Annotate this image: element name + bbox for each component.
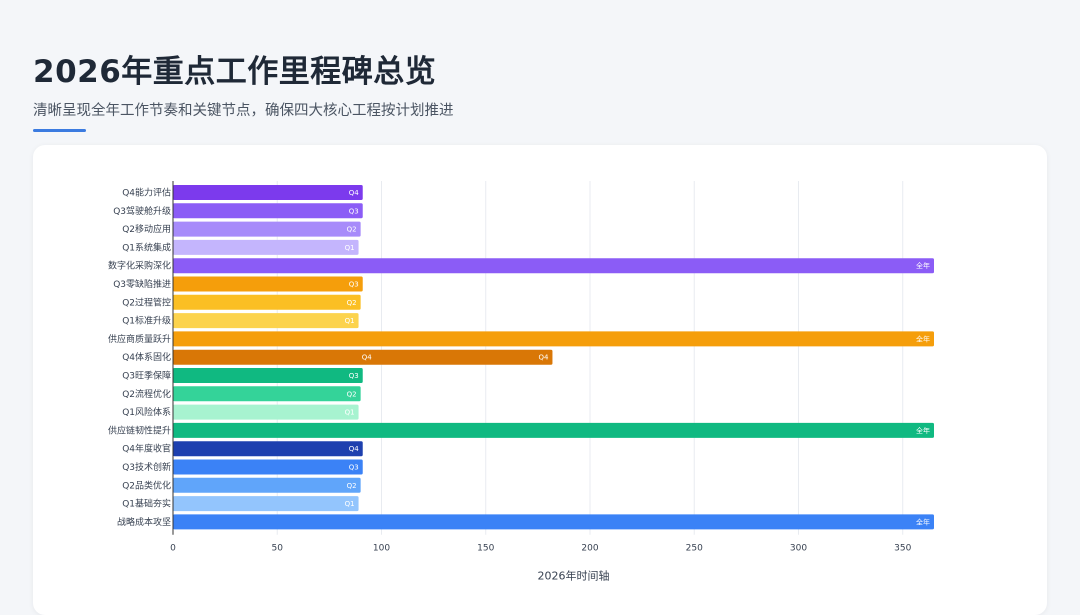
chart-card: Q4 Q3 Q2 Q1 全年 Q3 Q2 Q1 全年 Q4 Q4 Q3 Q2 Q1 全年 Q4 Q3 Q2 Q1 全年… (33, 145, 1047, 615)
bar[interactable] (173, 386, 361, 402)
category-label: Q1基础夯实 (122, 498, 171, 510)
category-label: Q2流程优化 (122, 388, 171, 400)
bar-value-label: Q2 (347, 482, 357, 490)
bar[interactable] (173, 422, 934, 438)
bar[interactable] (173, 294, 361, 310)
bar[interactable] (173, 276, 363, 292)
title-accent-bar (33, 129, 86, 132)
bar[interactable] (173, 514, 934, 530)
category-label: Q3驾驶舱升级 (113, 205, 171, 217)
bar-inner-label: Q4 (362, 354, 373, 362)
bar[interactable] (173, 203, 363, 219)
bar-value-label: Q4 (538, 354, 549, 362)
bar[interactable] (173, 368, 363, 383)
x-tick-label: 50 (272, 544, 284, 554)
category-label: Q2过程管控 (122, 296, 171, 308)
bar-value-label: Q4 (349, 445, 360, 453)
x-tick-label: 150 (477, 544, 494, 554)
milestone-bar-chart: Q4 Q3 Q2 Q1 全年 Q3 Q2 Q1 全年 Q4 Q4 Q3 Q2 Q1 全年 Q4 Q3 Q2 Q1 全年… (108, 181, 934, 583)
category-label: Q3零缺陷推进 (113, 278, 171, 290)
bar[interactable] (173, 185, 363, 200)
bar[interactable] (173, 441, 363, 457)
page-subtitle: 清晰呈现全年工作节奏和关键节点，确保四大核心工程按计划推进 (33, 103, 454, 119)
x-axis-title: 2026年时间轴 (538, 569, 610, 583)
x-tick-label: 200 (581, 544, 598, 554)
bar[interactable] (173, 349, 553, 365)
category-label: Q4年度收官 (122, 443, 171, 455)
bar-value-label: Q1 (345, 409, 355, 417)
bar[interactable] (173, 404, 359, 420)
bar-value-label: Q3 (349, 464, 359, 472)
category-label: Q3旺季保障 (122, 370, 171, 382)
category-label: Q3技术创新 (122, 461, 171, 473)
category-label: Q2移动应用 (122, 223, 171, 235)
bar-value-label: 全年 (916, 334, 930, 343)
bar[interactable] (173, 239, 359, 255)
x-tick-label: 250 (686, 544, 703, 554)
bar[interactable] (173, 496, 359, 512)
category-label: Q4能力评估 (122, 187, 171, 199)
category-label: Q1系统集成 (122, 241, 171, 253)
category-label: 数字化采购深化 (108, 260, 171, 272)
bar-value-label: Q4 (349, 189, 360, 197)
category-label: Q1风险体系 (122, 406, 171, 418)
bar[interactable] (173, 313, 359, 329)
bar-value-label: 全年 (916, 426, 930, 435)
x-tick-label: 300 (790, 544, 807, 554)
bar[interactable] (173, 221, 361, 237)
bar-value-label: Q2 (347, 390, 357, 398)
bar[interactable] (173, 331, 934, 347)
bar-value-label: Q2 (347, 299, 357, 307)
bar-value-label: Q3 (349, 372, 359, 380)
bar[interactable] (173, 258, 934, 274)
bar-value-label: Q3 (349, 207, 359, 215)
bar-layer: Q4 Q3 Q2 Q1 全年 Q3 Q2 Q1 全年 Q4 Q4 Q3 Q2 Q1 全年 Q4 Q3 Q2 Q1 全年 (173, 185, 934, 530)
x-tick-label: 350 (894, 544, 911, 554)
page-title: 2026年重点工作里程碑总览 (33, 54, 437, 90)
bar[interactable] (173, 477, 361, 493)
bar-value-label: Q1 (345, 244, 355, 252)
bar-value-label: Q1 (345, 500, 355, 508)
bar-value-label: Q3 (349, 281, 359, 289)
category-label: Q4体系固化 (122, 351, 171, 363)
x-tick-label: 0 (170, 544, 176, 554)
bar[interactable] (173, 459, 363, 475)
category-label: Q1标准升级 (122, 315, 171, 327)
x-tick-label: 100 (373, 544, 390, 554)
bar-value-label: 全年 (916, 517, 930, 526)
bar-value-label: 全年 (916, 261, 930, 270)
bar-value-label: Q1 (345, 317, 355, 325)
category-label: 供应链韧性提升 (108, 424, 171, 436)
category-label: Q2品类优化 (122, 479, 171, 491)
category-label: 供应商质量跃升 (108, 333, 171, 345)
category-label: 战略成本攻坚 (117, 516, 171, 528)
bar-value-label: Q2 (347, 226, 357, 234)
